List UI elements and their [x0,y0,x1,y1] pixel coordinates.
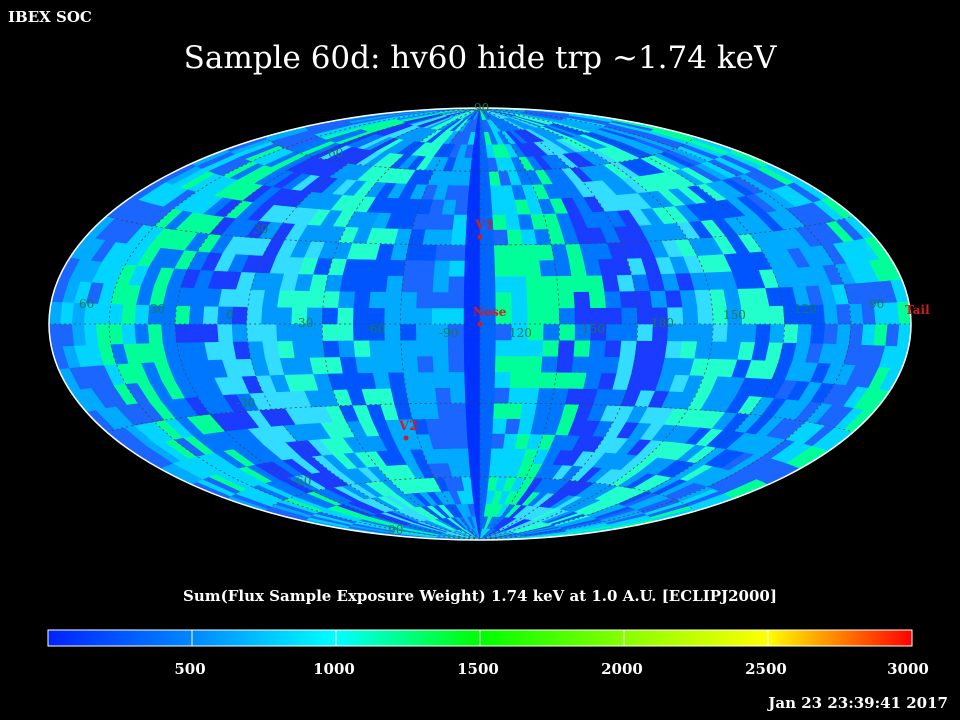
org-label: IBEX SOC [8,8,92,26]
v1-label: V1 [474,218,494,233]
v2-marker [403,435,409,441]
lat-label: -90 [384,523,403,537]
lat-label: -60 [292,474,311,488]
lon-label: 0 [226,308,234,322]
lon-label: -90 [439,326,458,340]
colorbar-tick-labels: 500 1000 1500 2000 2500 3000 [0,660,960,680]
colorbar-tick: 3000 [887,660,929,678]
colorbar-tick: 500 [174,660,206,678]
colorbar [47,629,913,647]
lon-label: 120 [509,326,532,340]
lon-label: -30 [294,316,313,330]
colorbar-tick: 1500 [457,660,499,678]
lon-label: 120 [794,302,817,316]
v2-label: V2 [398,419,418,434]
lat-label: 60 [328,146,343,160]
colorbar-tick: 1000 [313,660,355,678]
lat-label: -30 [236,396,255,410]
grid-labels: 90 60 30 -30 -60 -90 60 30 0 -30 -60 -90… [79,101,884,537]
sky-map-body [49,108,911,540]
nose-marker [477,321,483,327]
colorbar-dividers [191,630,769,646]
lon-label: 150 [723,308,746,322]
lon-label: -60 [366,322,385,336]
lon-label: 150 [582,322,605,336]
nose-label: Nose [473,305,507,319]
timestamp: Jan 23 23:39:41 2017 [768,694,948,712]
colorbar-caption: Sum(Flux Sample Exposure Weight) 1.74 ke… [183,587,777,605]
colorbar-tick: 2500 [745,660,787,678]
lon-label: 60 [79,297,94,311]
lat-label: 90 [474,101,489,115]
lat-label: 30 [253,222,268,236]
lon-label: 90 [869,297,884,311]
map-outline [48,107,912,541]
map-title: Sample 60d: hv60 hide trp ~1.74 keV [183,40,777,76]
tail-label: Tail [905,303,930,317]
markers: V1 Nose V2 Tail [398,218,930,441]
v1-marker [477,234,483,240]
lon-label: 180 [651,316,674,330]
lon-label: 30 [150,302,165,316]
colorbar-tick: 2000 [601,660,643,678]
